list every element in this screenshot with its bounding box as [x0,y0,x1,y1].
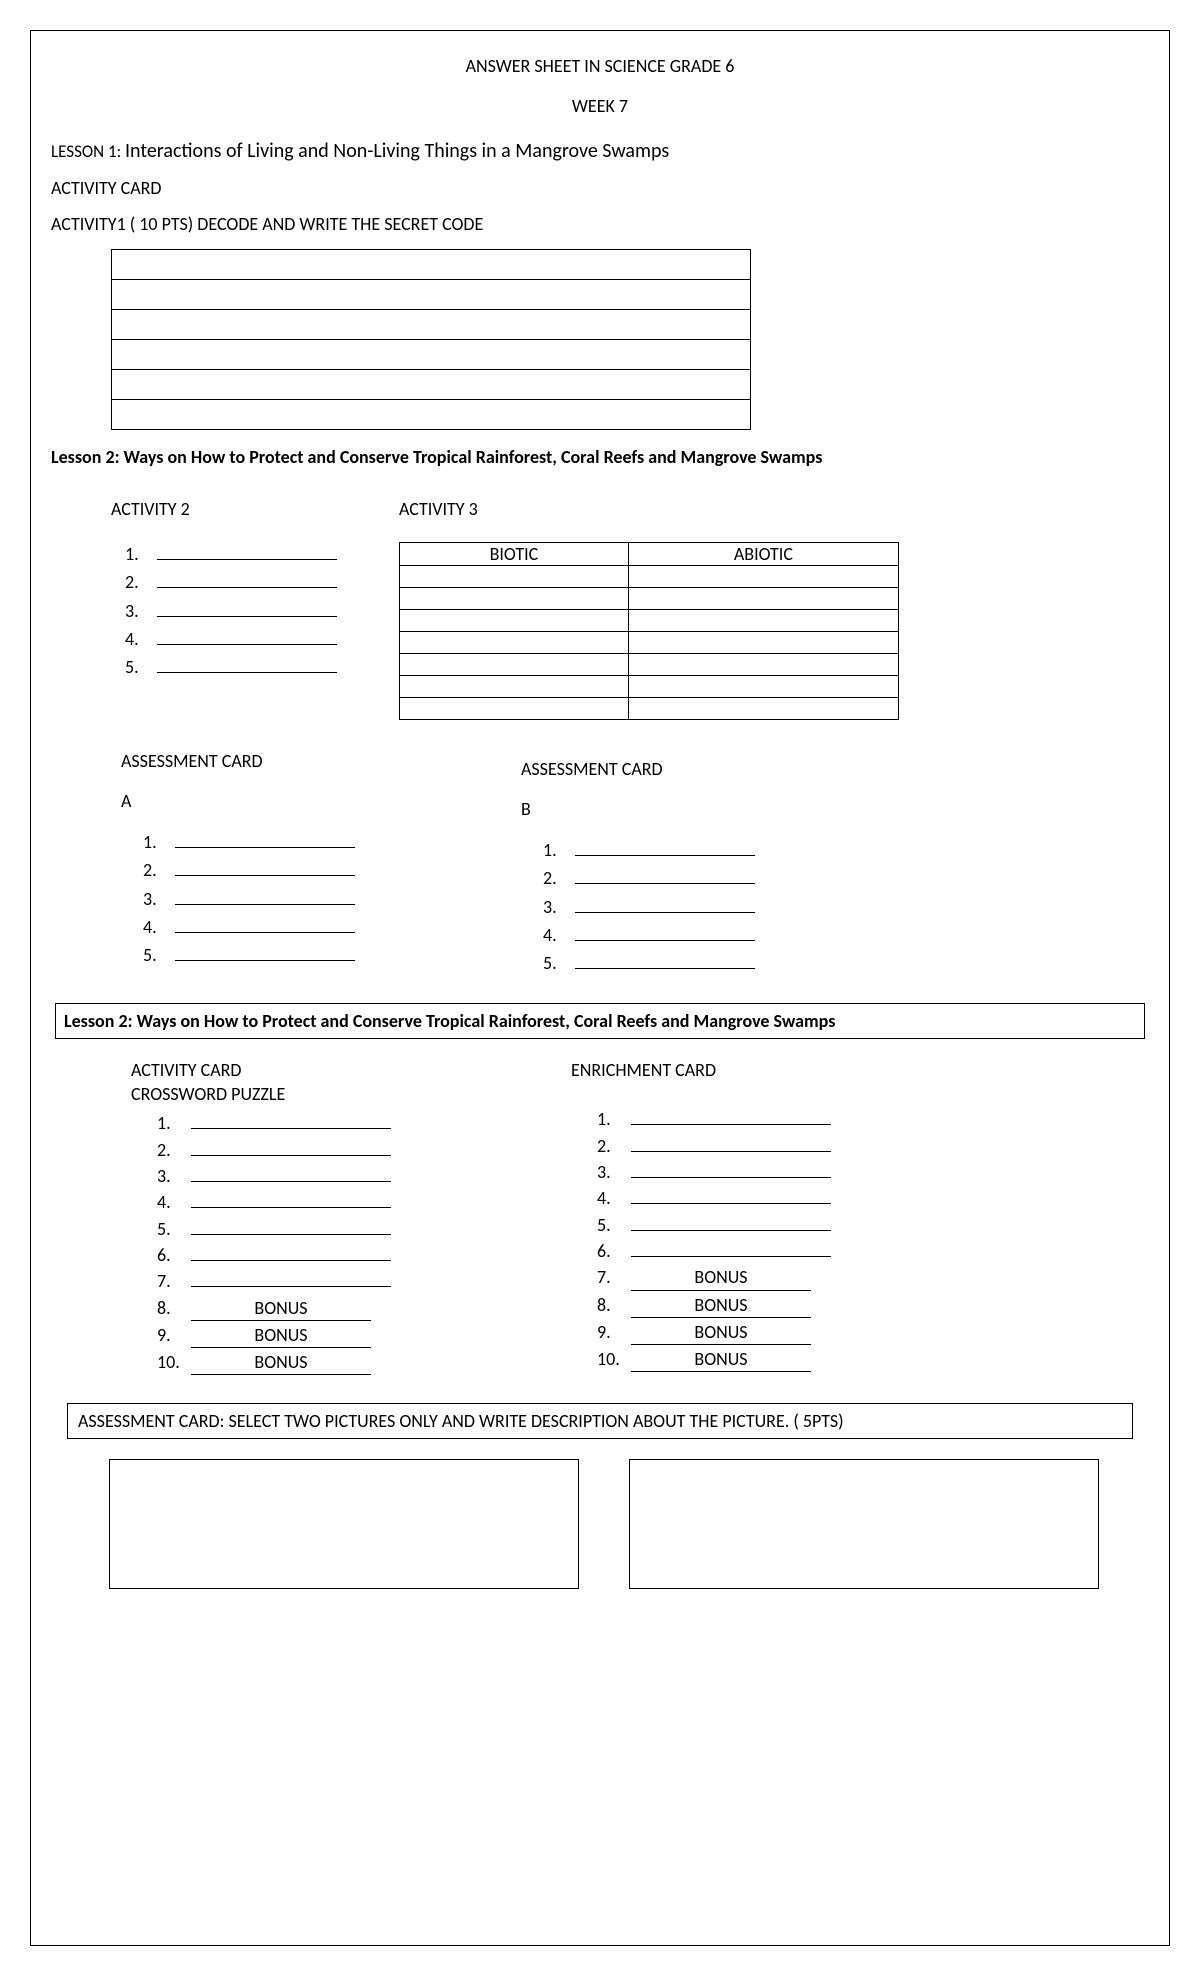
activity2-list: 1. 2. 3. 4. 5. [111,542,381,679]
enrichment-head: ENRICHMENT CARD [571,1059,901,1081]
list-item: 4. [597,1186,901,1210]
assessment-a-label: A [121,790,421,812]
list-item: 9.BONUS [597,1320,901,1345]
assessment-row: ASSESSMENT CARD A 1. 2. 3. 4. 5. ASSESSMENT … [121,750,1149,979]
list-item: 3. [157,1164,461,1188]
list-item: 5. [543,951,821,975]
table-header: BIOTIC [400,543,629,566]
activity2-column: ACTIVITY 2 1. 2. 3. 4. 5. [111,498,381,720]
lesson2-title: Ways on How to Protect and Conserve Trop… [124,446,823,468]
assessment-a-list: 1. 2. 3. 4. 5. [121,830,421,967]
list-item: 8.BONUS [597,1293,901,1318]
table-row [400,654,899,676]
list-item: 2. [157,1138,461,1162]
lesson2b-box: Lesson 2: Ways on How to Protect and Con… [55,1003,1145,1039]
picture-box-2 [629,1459,1099,1589]
list-item: 2. [597,1134,901,1158]
list-item: 3. [125,599,381,623]
list-item: 1. [543,838,821,862]
list-item: 5. [125,655,381,679]
list-item: 1. [125,542,381,566]
assessment-head-a: ASSESSMENT CARD [121,750,421,772]
list-item: 10.BONUS [157,1350,461,1375]
assessment-b-list: 1. 2. 3. 4. 5. [521,838,821,975]
final-assessment-box: ASSESSMENT CARD: SELECT TWO PICTURES ONL… [67,1403,1133,1439]
table-header: ABIOTIC [628,543,898,566]
secret-code-grid [111,249,751,430]
lesson2-heading: Lesson 2: Ways on How to Protect and Con… [51,446,1149,468]
week-label: WEEK 7 [51,95,1149,117]
code-row [112,370,750,400]
crossword-list: 1. 2.3.4. 5.6.7. 8.BONUS9.BONUS10.BONUS [131,1111,461,1375]
assessment-a: ASSESSMENT CARD A 1. 2. 3. 4. 5. [121,750,421,979]
lesson1-heading: LESSON 1: Interactions of Living and Non… [51,139,1149,163]
cards-row: ACTIVITY CARD CROSSWORD PUZZLE 1.2.3.4.5… [131,1059,1149,1377]
code-row [112,340,750,370]
list-item: 3. [597,1160,901,1184]
list-item: 5. [597,1213,901,1237]
list-item: 5. [157,1217,461,1241]
list-item: 1. [143,830,421,854]
activities-row: ACTIVITY 2 1.2.3.4.5. ACTIVITY 3 BIOTICA… [111,498,1149,720]
list-item: 4. [543,923,821,947]
activity-card2-head: ACTIVITY CARD [131,1059,461,1081]
table-row [400,610,899,632]
picture-box-1 [109,1459,579,1589]
activity1-label: ACTIVITY1 ( 10 PTS) DECODE AND WRITE THE… [51,213,1149,235]
list-item: 2. [543,866,821,890]
table-row [400,588,899,610]
list-item: 10.BONUS [597,1347,901,1372]
list-item: 6. [597,1239,901,1263]
enrichment-list: 1. 2.3.4. 5.6.7.BONUS 8.BONUS9.BONUS10.BONU… [571,1107,901,1372]
list-item: 9.BONUS [157,1323,461,1348]
list-item: 8.BONUS [157,1296,461,1321]
activity3-head: ACTIVITY 3 [399,498,899,520]
enrichment-column: ENRICHMENT CARD 1. 2.3.4. 5.6.7.BONUS 8.BON… [571,1059,901,1377]
lesson2b-title: Ways on How to Protect and Conserve Trop… [137,1010,836,1032]
list-item: 4. [157,1190,461,1214]
activity-card-label: ACTIVITY CARD [51,177,1149,199]
table-row [400,632,899,654]
page: ANSWER SHEET IN SCIENCE GRADE 6 WEEK 7 L… [30,30,1170,1946]
table-row [400,698,899,720]
list-item: 6. [157,1243,461,1267]
table-row [400,566,899,588]
list-item: 3. [543,895,821,919]
main-title: ANSWER SHEET IN SCIENCE GRADE 6 [51,55,1149,77]
lesson2-prefix: Lesson 2: [51,446,124,468]
code-row [112,280,750,310]
lesson1-title: Interactions of Living and Non-Living Th… [125,139,669,163]
lesson1-prefix: LESSON 1: [51,141,125,162]
code-row [112,250,750,280]
activity2-head: ACTIVITY 2 [111,498,381,520]
lesson2b-prefix: Lesson 2: [64,1010,137,1032]
assessment-b-label: B [521,798,821,820]
list-item: 4. [143,915,421,939]
list-item: 5. [143,943,421,967]
biotic-abiotic-table: BIOTICABIOTIC [399,542,899,720]
activity3-column: ACTIVITY 3 BIOTICABIOTIC [399,498,899,720]
list-item: 2. [125,570,381,594]
list-item: 4. [125,627,381,651]
list-item: 1. [157,1111,461,1135]
list-item: 7.BONUS [597,1265,901,1290]
assessment-head-b: ASSESSMENT CARD [521,758,821,780]
list-item: 2. [143,858,421,882]
code-row [112,400,750,430]
activity-card-column: ACTIVITY CARD CROSSWORD PUZZLE 1. 2.3.4. 5… [131,1059,461,1377]
list-item: 7. [157,1269,461,1293]
picture-row [109,1459,1149,1589]
table-row [400,676,899,698]
list-item: 1. [597,1107,901,1131]
list-item: 3. [143,887,421,911]
code-row [112,310,750,340]
assessment-b: ASSESSMENT CARD B 1. 2. 3. 4. 5. [521,758,821,979]
crossword-sub: CROSSWORD PUZZLE [131,1083,461,1105]
